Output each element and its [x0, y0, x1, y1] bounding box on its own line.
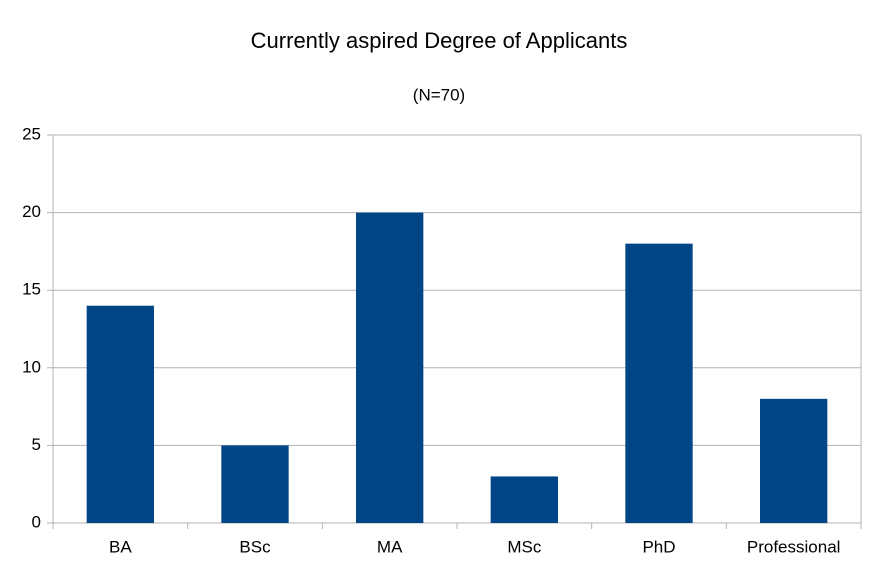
- y-tick-label: 10: [22, 357, 41, 376]
- y-tick-label: 25: [22, 124, 41, 143]
- y-tick-label: 15: [22, 280, 41, 299]
- bar: [221, 445, 289, 523]
- bar: [356, 212, 424, 523]
- x-tick-label: MSc: [507, 537, 542, 556]
- y-tick-label: 0: [32, 512, 41, 531]
- chart-title: Currently aspired Degree of Applicants: [251, 28, 628, 53]
- x-tick-label: BSc: [239, 537, 271, 556]
- bar: [625, 243, 693, 523]
- x-tick-label: PhD: [642, 537, 675, 556]
- chart-subtitle: (N=70): [413, 85, 465, 104]
- x-tick-label: Professional: [747, 537, 841, 556]
- y-tick-label: 5: [32, 435, 41, 454]
- x-tick-label: BA: [109, 537, 132, 556]
- bar: [490, 476, 558, 523]
- y-tick-label: 20: [22, 202, 41, 221]
- bar: [760, 398, 828, 523]
- bar: [86, 305, 154, 523]
- x-tick-label: MA: [377, 537, 403, 556]
